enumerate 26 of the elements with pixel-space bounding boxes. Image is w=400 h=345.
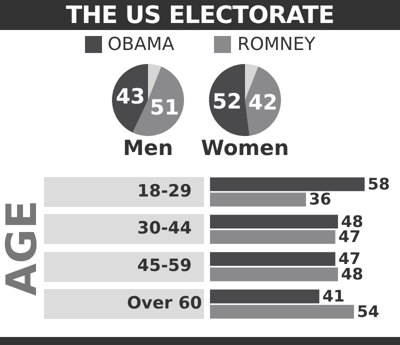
legend-label: OBAMA [108,34,174,55]
data-label: 54 [357,302,380,321]
data-label: 52 [212,90,242,114]
text: Women [200,136,290,160]
data-label: 41 [322,286,345,306]
bar [210,230,336,244]
legend-label: ROMNEY [237,34,316,55]
data-label: 51 [150,96,180,120]
bar [210,214,338,229]
y-axis-title: AGE [0,200,46,296]
bar [210,290,320,304]
data-label: 43 [116,84,146,109]
bar [210,304,354,319]
chart-title: THE US ELECTORATE [0,0,400,30]
bar [210,177,365,192]
y-tick-label: Over 60 [126,294,202,314]
text: Men [122,136,174,160]
data-label: 42 [248,90,278,115]
y-tick-label: 45-59 [137,256,192,276]
bar [210,192,306,206]
data-label: 58 [368,174,390,194]
bar [210,252,336,266]
bar [210,267,338,282]
data-label: 36 [309,190,332,209]
y-tick-label: 30-44 [137,218,192,239]
y-tick-label: 18-29 [137,181,192,202]
